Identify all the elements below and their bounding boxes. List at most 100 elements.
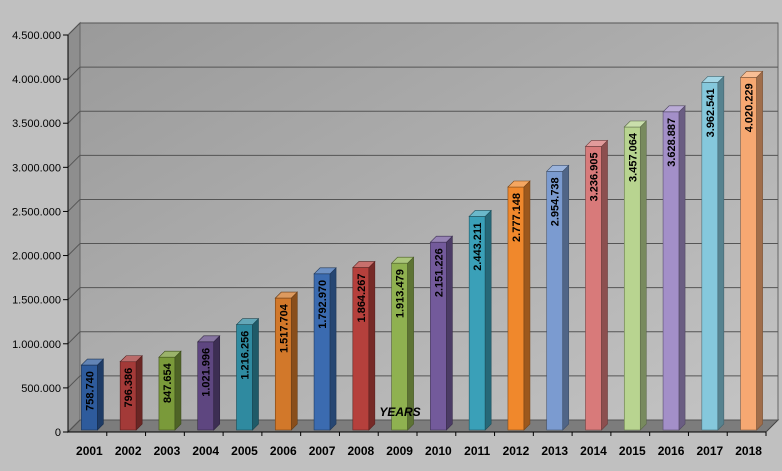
bar-value-label: 3.457.064	[627, 132, 639, 182]
gridline-side	[67, 154, 81, 168]
y-tick-label: 4.000.000	[12, 74, 61, 86]
gridline-side	[67, 199, 81, 212]
x-tick-label: 2008	[347, 444, 374, 458]
bar-top	[390, 256, 415, 264]
bar-top	[739, 71, 764, 78]
x-tick-label: 2004	[192, 444, 219, 458]
bar-value-label: 1.021.996	[201, 348, 213, 397]
bar-value-label: 1.913.479	[395, 269, 407, 318]
bar-2013: 2.954.738	[545, 164, 570, 431]
bar-2012: 2.777.148	[507, 180, 531, 431]
y-tick-label: 3.000.000	[12, 162, 61, 174]
bar-value-label: 758.740	[84, 371, 96, 411]
bar-side	[756, 70, 763, 431]
side-wall	[67, 21, 81, 434]
bar-2002: 796.386	[119, 355, 143, 431]
bar-2004: 1.021.996	[196, 335, 221, 431]
x-tick-label: 2018	[735, 444, 762, 458]
x-tick-label: 2012	[503, 444, 530, 458]
bar-2015: 3.457.064	[623, 120, 648, 431]
gridline-side	[67, 331, 81, 345]
x-tick-label: 2015	[619, 444, 646, 458]
bar-2014: 3.236.905	[584, 139, 609, 431]
y-tick-label: 1.500.000	[12, 295, 61, 307]
x-tick-label: 2003	[154, 444, 181, 458]
bar-side	[290, 291, 298, 431]
gridline-side	[67, 22, 81, 36]
bar-2017: 3.962.541	[701, 75, 725, 431]
bar-side	[484, 209, 492, 431]
bar-value-label: 3.628.887	[666, 118, 678, 167]
y-tick-label: 4.500.000	[12, 30, 61, 42]
bar-top	[545, 165, 570, 172]
bar-side	[562, 164, 570, 431]
bar-top	[352, 261, 376, 268]
bar-top	[313, 267, 337, 275]
bar-side	[174, 350, 182, 431]
bar-top	[158, 350, 182, 358]
x-tick-label: 2006	[270, 444, 297, 458]
bar-side	[213, 335, 221, 431]
bar-top	[507, 180, 531, 188]
bar-value-label: 1.792.970	[317, 280, 329, 329]
x-tick-label: 2007	[309, 444, 336, 458]
back-wall	[79, 22, 779, 421]
bar-2016: 3.628.887	[662, 105, 686, 431]
bar-value-label: 796.386	[123, 368, 135, 408]
bar-top	[235, 318, 260, 325]
bar-top	[584, 140, 609, 147]
bar-value-label: 4.020.229	[744, 83, 756, 132]
bar-2011: 2.443.211	[468, 209, 492, 431]
bar-side	[446, 235, 453, 431]
x-axis-title: YEARS	[379, 405, 420, 419]
bar-2010: 2.151.226	[429, 235, 454, 431]
x-tick-label: 2016	[658, 444, 685, 458]
bar-top	[429, 235, 454, 243]
x-tick-label: 2005	[231, 444, 258, 458]
bar-side	[135, 355, 143, 431]
bar-value-label: 2.777.148	[511, 193, 523, 242]
bar-side	[717, 75, 725, 431]
gridline-side	[67, 419, 81, 433]
y-tick-label: 1.000.000	[12, 339, 61, 351]
bar-top	[662, 105, 686, 113]
x-tick-label: 2001	[76, 444, 103, 458]
bar-top	[196, 335, 221, 343]
y-tick-label: 0	[55, 427, 61, 439]
x-tick-label: 2010	[425, 444, 452, 458]
gridline-side	[67, 375, 81, 389]
y-tick-label: 500.000	[21, 383, 61, 395]
bar-top	[623, 120, 648, 128]
x-tick-label: 2009	[386, 444, 413, 458]
gridline-side	[67, 110, 81, 124]
bar-side	[523, 180, 531, 431]
y-tick-label: 2.000.000	[12, 251, 61, 263]
y-tick-label: 3.500.000	[12, 118, 61, 130]
x-tick-label: 2014	[580, 444, 607, 458]
bar-2008: 1.864.267	[352, 260, 376, 431]
bar-value-label: 3.962.541	[705, 88, 717, 137]
bar-value-label: 2.443.211	[472, 222, 484, 270]
bar-2007: 1.792.970	[313, 267, 337, 431]
bar-2001: 758.740	[80, 358, 105, 431]
bar-side	[97, 358, 104, 431]
bar-top	[701, 76, 725, 83]
bar-side	[639, 120, 647, 431]
bar-2003: 847.654	[158, 350, 182, 431]
x-tick-label: 2013	[541, 444, 568, 458]
y-tick-label: 2.500.000	[12, 206, 61, 218]
x-tick-label: 2017	[696, 444, 723, 458]
bar-value-label: 2.151.226	[433, 248, 445, 297]
bar-value-label: 3.236.905	[589, 152, 601, 201]
bar-top	[119, 355, 143, 363]
bar-value-label: 1.216.256	[240, 331, 252, 380]
bar-top	[80, 358, 105, 366]
bar-2005: 1.216.256	[235, 317, 260, 431]
bar-top	[274, 291, 299, 299]
bar-top	[468, 210, 492, 217]
bar-value-label: 1.517.704	[278, 303, 290, 353]
gridline-side	[67, 243, 81, 256]
gridline-side	[67, 287, 81, 301]
